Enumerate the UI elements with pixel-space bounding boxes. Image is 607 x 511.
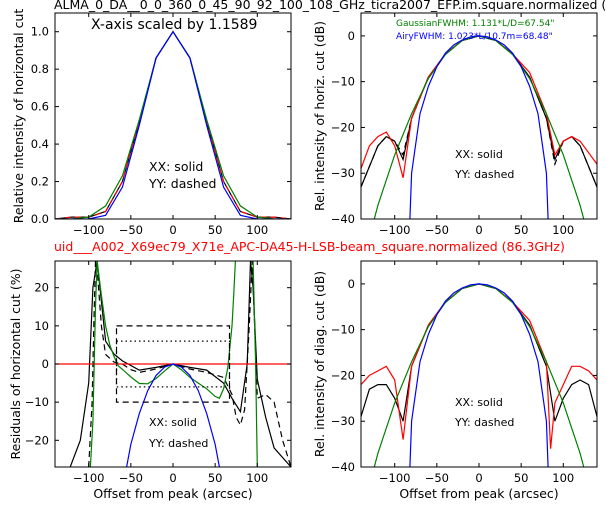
axes-frame-bottom-right [360,260,598,468]
plot-lines-top-right [361,35,597,219]
annotation-gaussian-fwhm: GaussianFWHM: 1.131*L/D=67.54" [396,19,554,29]
ytick-label-bottom-left-1: −10 [25,395,49,409]
xtick-label-top-right-0: −100 [379,223,411,237]
xtick-label-top-right-4: 100 [552,223,574,237]
series-line-bottom-left-green-solid-3 [89,261,236,467]
annotation-xx-solid-top-left: XX: solid [149,159,203,174]
ytick-label-bottom-left-2: 0 [42,357,49,371]
xtick-label-bottom-right-4: 100 [552,471,574,485]
axes-frame-top-right [360,12,598,220]
xtick-label-top-left-3: 50 [208,223,223,237]
annotation-xx-solid-bottom-left: XX: solid [149,416,197,429]
series-line-top-right-black-solid-0 [361,35,597,188]
ytick-label-top-right-3: −10 [331,75,355,89]
ticks-top-left: −100 −50 0 50 100 0.0 0.2 0.4 0.6 0.8 1.0 [31,13,291,237]
series-line-bottom-left-black-dotted-7 [115,340,231,388]
plot-lines-bottom-right [361,283,597,467]
xtick-label-top-left-0: −100 [73,223,105,237]
ytick-label-bottom-left-3: 10 [34,319,49,333]
ytick-label-top-left-0: 0.0 [31,212,49,226]
xtick-label-bottom-left-0: −100 [73,471,105,485]
ytick-label-bottom-right-1: −30 [331,414,355,428]
annotation-xx-solid-top-right: XX: solid [455,148,503,161]
xtick-label-bottom-left-1: −50 [119,471,143,485]
xtick-label-bottom-right-0: −100 [379,471,411,485]
ytick-label-top-right-4: 0 [348,29,355,43]
ytick-label-bottom-right-0: −40 [331,460,355,474]
xtick-label-top-right-2: 0 [475,223,482,237]
xtick-label-top-right-3: 50 [514,223,529,237]
ytick-label-top-left-1: 0.2 [31,175,49,189]
panel-top-right: −100 −50 0 50 100−40−30−20−100 Rel. intensit… [312,12,598,237]
xtick-label-bottom-right-1: −50 [425,471,449,485]
ticks-top-right: −100 −50 0 50 100−40−30−20−100 [331,13,597,237]
ytick-label-top-left-5: 1.0 [31,25,49,39]
ylabel-top-right: Rel. intensity of horiz. cut (dB) [312,21,327,211]
ticks-bottom-right: −100 −50 0 50 100−40−30−20−100 [331,261,597,485]
series-line-bottom-left-green-solid-5 [252,261,258,467]
plot-lines-bottom-left [55,261,291,467]
ytick-label-bottom-right-3: −10 [331,323,355,337]
annotation-yy-dashed-top-left: YY: dashed [148,176,216,191]
ylabel-bottom-right: Rel. intensity of diag. cut (dB) [312,271,327,457]
ytick-label-top-right-1: −30 [331,166,355,180]
ylabel-top-left: Relative intensity of horizontal cut [11,9,26,224]
series-line-bottom-right-blue-solid-3 [409,283,549,467]
xtick-label-top-left-4: 100 [246,223,268,237]
panel-top-left: −100 −50 0 50 100 0.0 0.2 0.4 0.6 0.8 1.0 Relative… [11,9,292,237]
xtick-label-bottom-left-3: 50 [208,471,223,485]
ytick-label-top-left-3: 0.6 [31,100,49,114]
annotation-airy-fwhm: AiryFWHM: 1.023*L/10.7m=68.48" [396,32,553,42]
figure-title: ALMA_0_DA__0_0_360_0_45_90_92_100_108_GH… [54,0,606,12]
series-line-top-right-black-dashed-1 [361,35,597,188]
xtick-label-bottom-right-3: 50 [514,471,529,485]
xtick-label-top-right-1: −50 [425,223,449,237]
xtick-label-top-left-2: 0 [169,223,176,237]
series-line-top-left-blue-solid-3 [55,30,291,219]
ytick-label-bottom-left-4: 20 [34,281,49,295]
figure-subtitle: uid___A002_X69ec79_X71e_APC-DA45-H-LSB-b… [54,239,565,254]
annotation-xx-solid-bottom-right: XX: solid [455,396,503,409]
annotation-yy-dashed-top-right: YY: dashed [454,168,514,181]
ytick-label-top-left-2: 0.4 [31,137,49,151]
ytick-label-top-right-0: −40 [331,212,355,226]
series-line-top-right-blue-solid-4 [409,35,549,219]
ytick-label-bottom-right-2: −20 [331,368,355,382]
ylabel-bottom-left: Residuals of horizontal cut (%) [8,269,23,460]
plot-lines-top-left [55,30,291,219]
ytick-label-bottom-left-0: −20 [25,433,49,447]
panel-bottom-right: −100 −50 0 50 100−40−30−20−100 Rel. intensit… [312,260,598,501]
xlabel-bottom-left: Offset from peak (arcsec) [93,486,252,501]
annotation-yy-dashed-bottom-left: YY: dashed [148,437,208,450]
ytick-label-top-left-4: 0.8 [31,62,49,76]
series-line-bottom-left-black-dashed-1 [88,261,291,467]
series-line-bottom-left-blue-solid-4 [126,363,220,467]
annotation-x-scaled: X-axis scaled by 1.1589 [91,17,257,33]
series-line-bottom-left-black-dashed-6 [115,325,231,403]
xtick-label-top-left-1: −50 [119,223,143,237]
annotation-yy-dashed-bottom-right: YY: dashed [454,416,514,429]
xlabel-bottom-right: Offset from peak (arcsec) [399,486,558,501]
xtick-label-bottom-left-4: 100 [246,471,268,485]
xtick-label-bottom-left-2: 0 [169,471,176,485]
ytick-label-top-right-2: −20 [331,120,355,134]
ytick-label-bottom-right-4: 0 [348,277,355,291]
xtick-label-bottom-right-2: 0 [475,471,482,485]
